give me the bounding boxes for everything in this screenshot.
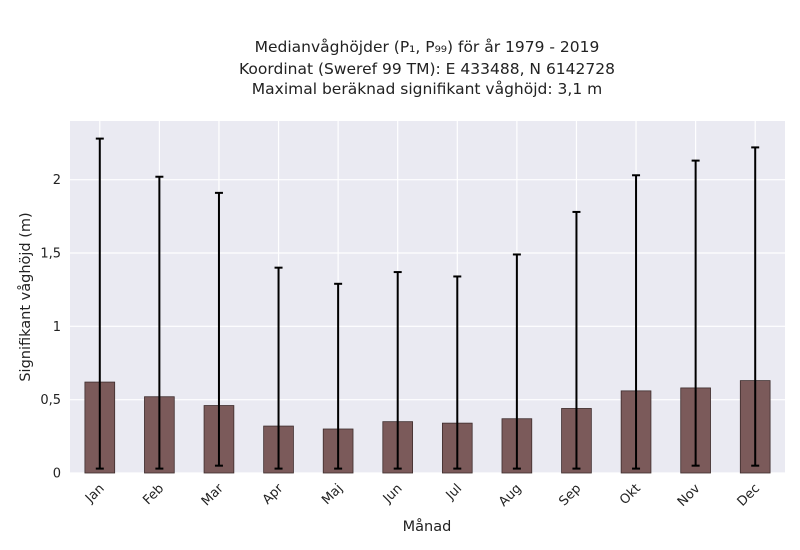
x-tick-label: Maj bbox=[319, 481, 346, 508]
y-tick-label: 1,5 bbox=[40, 247, 61, 262]
y-tick-label: 2 bbox=[53, 173, 61, 188]
error-bar-jul bbox=[453, 275, 462, 470]
x-tick-label: Jun bbox=[380, 481, 406, 507]
x-tick-label: Okt bbox=[617, 481, 644, 508]
error-bar-jan bbox=[95, 137, 104, 470]
x-tick-label: Jan bbox=[82, 481, 107, 506]
error-bar-jun bbox=[393, 271, 402, 470]
error-bars bbox=[95, 137, 760, 470]
y-tick-label: 0,5 bbox=[40, 393, 61, 408]
error-bar-nov bbox=[691, 159, 700, 467]
title-line-2: Koordinat (Sweref 99 TM): E 433488, N 61… bbox=[239, 60, 615, 78]
error-bar-aug bbox=[512, 253, 521, 470]
chart-title: Medianvåghöjder (P₁, P₉₉) för år 1979 - … bbox=[239, 38, 615, 98]
error-bar-dec bbox=[751, 146, 760, 467]
error-bar-maj bbox=[334, 282, 343, 470]
title-line-3: Maximal beräknad signifikant våghöjd: 3,… bbox=[252, 80, 602, 98]
x-tick-label: Sep bbox=[556, 481, 584, 509]
y-tick-label: 1 bbox=[53, 320, 61, 335]
x-tick-label: Nov bbox=[675, 481, 704, 510]
error-bar-feb bbox=[155, 175, 164, 470]
error-bar-apr bbox=[274, 266, 283, 470]
y-tick-label: 0 bbox=[53, 467, 61, 482]
x-axis-ticks: Jan Feb Mar Apr Maj Jun Jul Aug Sep Okt Nov Dec bbox=[82, 481, 763, 510]
title-line-1: Medianvåghöjder (P₁, P₉₉) för år 1979 - … bbox=[255, 38, 600, 56]
x-tick-label: Dec bbox=[735, 481, 763, 509]
error-bar-mar bbox=[214, 191, 223, 467]
x-tick-label: Feb bbox=[140, 481, 167, 508]
x-tick-label: Aug bbox=[496, 481, 525, 510]
x-tick-label: Jul bbox=[443, 481, 465, 503]
plot-area bbox=[70, 121, 785, 473]
y-axis-ticks: 0 0,5 1 1,5 2 bbox=[40, 173, 61, 481]
y-axis-label: Signifikant våghöjd (m) bbox=[17, 212, 34, 381]
error-bar-okt bbox=[632, 174, 641, 470]
x-axis-label: Månad bbox=[403, 518, 452, 535]
x-tick-label: Apr bbox=[260, 481, 287, 508]
x-tick-label: Mar bbox=[199, 481, 227, 509]
error-bar-sep bbox=[572, 210, 581, 470]
